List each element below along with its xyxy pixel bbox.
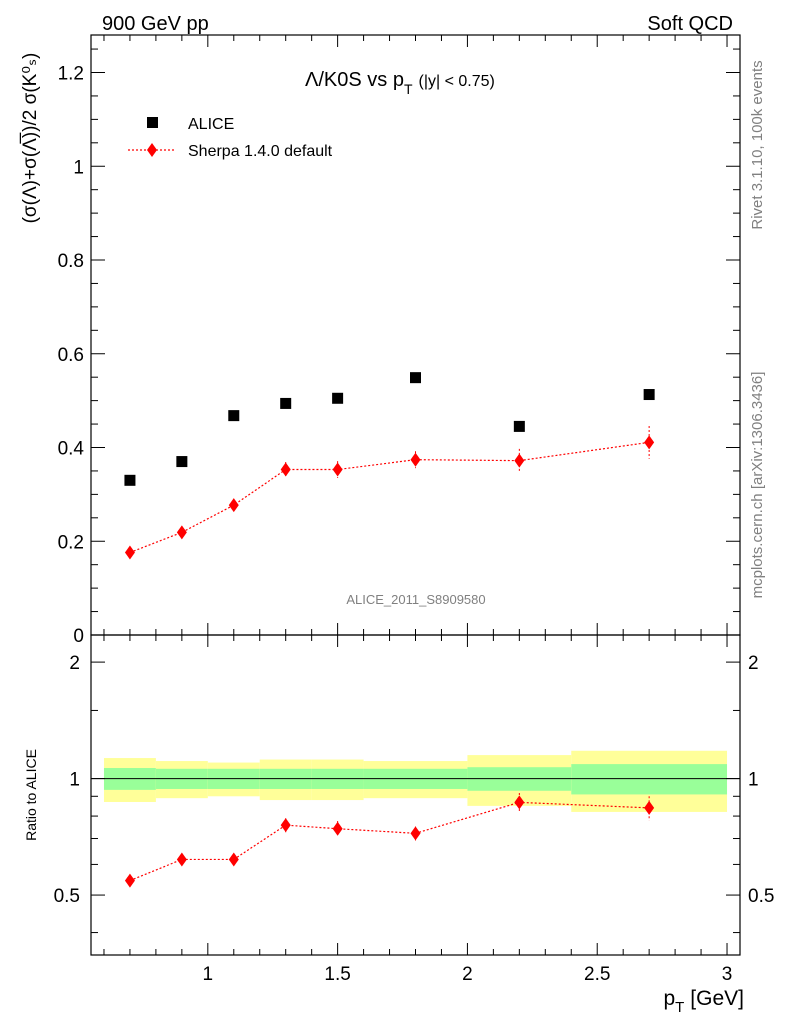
x-tick-label: 1.5 xyxy=(324,964,350,985)
alice-point xyxy=(332,392,344,404)
mcplots-label: mcplots.cern.ch [arXiv:1306.3436] xyxy=(749,372,766,599)
ratio-y-tick-label: 0.5 xyxy=(54,886,80,907)
sherpa-point xyxy=(514,453,525,468)
ratio-y-tick-label-right: 1 xyxy=(748,770,759,791)
alice-point xyxy=(176,456,188,468)
x-axis-label-unit: [GeV] xyxy=(690,987,744,1010)
ratio-sherpa-line xyxy=(129,801,650,882)
alice-point xyxy=(228,410,240,422)
alice-point xyxy=(410,372,421,384)
ratio-sherpa-point xyxy=(228,852,239,867)
y-tick-label: 1.2 xyxy=(58,64,84,85)
sherpa-line xyxy=(129,441,650,554)
sherpa-point xyxy=(280,462,291,477)
ratio-y-label: Ratio to ALICE xyxy=(23,749,39,841)
legend-sherpa-marker xyxy=(147,143,157,157)
marks-group xyxy=(124,372,655,888)
y-tick-label: 0.4 xyxy=(58,439,85,460)
x-axis-label-sub: T xyxy=(675,999,684,1016)
axes-group: 1 1.5 2 2.5 3 0 0.2 0.4 0.6 0.8 1 1.2 0.5 0.5 1 1 2 2 xyxy=(54,35,774,985)
ratio-sherpa-point xyxy=(644,800,655,815)
legend-alice-label: ALICE xyxy=(188,116,234,133)
sherpa-point xyxy=(124,545,135,560)
ratio-y-tick-label-right: 2 xyxy=(748,653,759,674)
y-tick-label: 0.2 xyxy=(58,532,84,553)
chart-title-cut: (|y| < 0.75) xyxy=(419,73,495,90)
header-right: Soft QCD xyxy=(647,13,733,35)
alice-point xyxy=(124,474,136,486)
y-axis-label: (σ(Λ)+σ(Λ̅))/2 σ(K⁰ₛ) xyxy=(20,53,41,224)
legend-alice-marker xyxy=(147,117,158,128)
sherpa-point xyxy=(332,462,343,477)
x-axis-label: pT [GeV] xyxy=(663,987,744,1016)
x-tick-label: 1 xyxy=(203,964,214,985)
sherpa-point xyxy=(228,498,239,513)
alice-point xyxy=(643,389,655,401)
ratio-sherpa-point xyxy=(280,818,291,833)
chart-title-sub: T xyxy=(404,81,413,97)
ratio-sherpa-point xyxy=(176,852,187,867)
y-tick-label: 0.8 xyxy=(58,251,84,272)
ratio-sherpa-point xyxy=(124,873,135,888)
ratio-band-group xyxy=(91,750,740,812)
alice-point xyxy=(280,397,292,409)
ratio-sherpa-point xyxy=(514,795,525,810)
y-tick-label: 0.6 xyxy=(58,345,84,366)
x-tick-label: 2 xyxy=(462,964,473,985)
x-tick-label: 2.5 xyxy=(584,964,610,985)
sherpa-point xyxy=(176,525,187,540)
ratio-y-tick-label-right: 0.5 xyxy=(748,886,774,907)
alice-point xyxy=(513,420,525,432)
chart-title-main: Λ/K0S vs p xyxy=(305,69,404,91)
rivet-label: Rivet 3.1.10, 100k events xyxy=(749,60,766,229)
sherpa-point xyxy=(410,452,421,467)
ratio-y-tick-label: 2 xyxy=(69,653,80,674)
x-axis-label-main: p xyxy=(663,987,675,1010)
ratio-sherpa-point xyxy=(410,826,421,841)
x-tick-label: 3 xyxy=(722,964,733,985)
y-tick-label: 1 xyxy=(73,157,84,178)
ratio-y-tick-label: 1 xyxy=(69,770,80,791)
legend-sherpa-label: Sherpa 1.4.0 default xyxy=(188,143,333,160)
sherpa-point xyxy=(644,435,655,450)
ratio-sherpa-point xyxy=(332,821,343,836)
analysis-id: ALICE_2011_S8909580 xyxy=(346,592,485,607)
chart-title: Λ/K0S vs pT (|y| < 0.75) xyxy=(305,69,495,97)
y-tick-label: 0 xyxy=(73,626,84,647)
ratio-stat-band-7 xyxy=(571,764,728,795)
header-left: 900 GeV pp xyxy=(102,13,209,35)
